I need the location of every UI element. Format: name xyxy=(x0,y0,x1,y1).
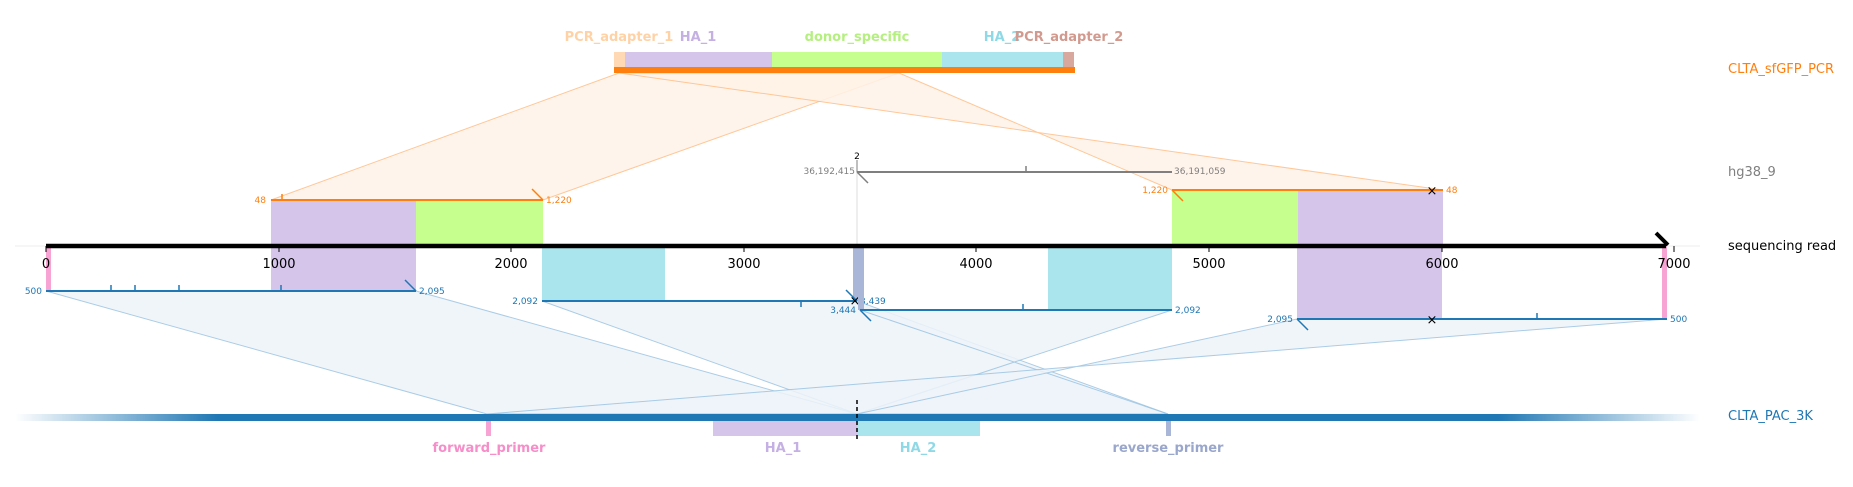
plasmid-1-end-label: 2,095 xyxy=(419,287,445,297)
pcr-alignment-left: 48 1,220 xyxy=(255,188,572,246)
read-tick-label-3000: 3000 xyxy=(727,257,760,272)
pcr-left-end-label: 1,220 xyxy=(546,196,572,206)
plasmid-alignment-4: × 2,095 500 xyxy=(1267,246,1687,331)
read-axis: 0 1000 2000 3000 4000 5000 6000 7000 xyxy=(15,231,1700,272)
plasmid-alignment-3: 3,444 2,092 xyxy=(830,246,1201,322)
plasmid-2-end-label: 3,439 xyxy=(860,297,886,307)
pcr-right-donor-block xyxy=(1172,190,1298,246)
plasmid-ha2-segment xyxy=(857,420,980,436)
pcr-label-donor: donor_specific xyxy=(805,30,910,45)
track-label-genome: hg38_9 xyxy=(1728,165,1776,180)
plasmid-forward-primer-segment xyxy=(486,420,491,436)
plasmid-label-forward-primer: forward_primer xyxy=(433,441,547,456)
pcr-right-start-hook xyxy=(1171,189,1184,202)
plasmid-label-ha2: HA_2 xyxy=(900,441,937,456)
pcr-left-ha1-block xyxy=(271,200,416,246)
read-tick-label-0: 0 xyxy=(42,257,50,272)
plasmid-2-start-label: 2,092 xyxy=(512,297,538,307)
pcr-left-start-label: 48 xyxy=(255,196,267,206)
pcr-ha1-segment xyxy=(625,52,772,68)
plasmid-4-start-label: 2,095 xyxy=(1267,315,1293,325)
plasmid-track: forward_primer HA_1 HA_2 reverse_primer xyxy=(15,400,1700,456)
plasmid-label-ha1: HA_1 xyxy=(765,441,802,456)
pcr-right-end-label: 48 xyxy=(1446,186,1458,196)
pcr-donor-segment xyxy=(772,52,942,68)
read-tick-label-2000: 2000 xyxy=(494,257,527,272)
pcr-right-x-mark: × xyxy=(1427,184,1438,199)
plasmid-1-primer-block xyxy=(46,246,51,291)
plasmid-ha1-segment xyxy=(713,420,857,436)
read-tick-label-5000: 5000 xyxy=(1192,257,1225,272)
plasmid-reverse-primer-segment xyxy=(1166,420,1171,436)
plasmid-1-start-label: 500 xyxy=(25,287,42,297)
pcr-right-ha1-block xyxy=(1298,190,1443,246)
genome-marker-label: 2 xyxy=(854,152,860,162)
plasmid-4-start-hook xyxy=(1296,318,1309,331)
plasmid-1-end-hook xyxy=(404,279,417,292)
pcr-label-adapter-2: PCR_adapter_2 xyxy=(1015,30,1124,45)
plasmid-3-start-label: 3,444 xyxy=(830,306,856,316)
plasmid-3-start-hook xyxy=(859,309,872,322)
plasmid-2-x-mark: × xyxy=(850,294,861,309)
plasmid-3-end-label: 2,092 xyxy=(1175,306,1201,316)
read-tick-label-1000: 1000 xyxy=(262,257,295,272)
pcr-label-ha1: HA_1 xyxy=(680,30,717,45)
plasmid-4-primer-block xyxy=(1662,246,1667,319)
track-label-pcr: CLTA_sfGFP_PCR xyxy=(1728,62,1834,77)
genome-start-label: 36,192,415 xyxy=(803,167,855,177)
genome-end-label: 36,191,059 xyxy=(1174,167,1226,177)
read-axis-arrow xyxy=(1654,231,1670,247)
pcr-left-donor-block xyxy=(416,200,543,246)
read-tick-label-7000: 7000 xyxy=(1657,257,1690,272)
genome-start-hook xyxy=(856,171,869,184)
pcr-adapter-1-segment xyxy=(614,52,625,68)
track-label-read: sequencing read xyxy=(1728,239,1836,254)
plasmid-4-end-label: 500 xyxy=(1670,315,1687,325)
plasmid-alignment-1: 500 2,095 xyxy=(25,246,445,297)
pcr-track: PCR_adapter_1 HA_1 donor_specific HA_2 P… xyxy=(565,30,1124,73)
plasmid-3-ha2-block xyxy=(1048,246,1172,310)
pcr-label-ha2: HA_2 xyxy=(984,30,1021,45)
genome-alignment: 2 36,192,415 36,191,059 xyxy=(803,152,1226,246)
read-tick-label-6000: 6000 xyxy=(1425,257,1458,272)
plasmid-2-end-hook xyxy=(845,289,858,302)
plasmid-2-dash-block xyxy=(853,246,860,301)
plasmid-2-ha2-block xyxy=(542,246,665,301)
plasmid-alignment-2: × 2,092 3,439 xyxy=(512,246,886,309)
plasmid-label-reverse-primer: reverse_primer xyxy=(1113,441,1225,456)
plasmid-3-dash-block xyxy=(858,246,864,310)
pcr-label-adapter-1: PCR_adapter_1 xyxy=(565,30,674,45)
pcr-alignment-right: × 1,220 48 xyxy=(1142,184,1458,246)
read-axis-ticks xyxy=(45,246,1675,252)
pcr-backbone xyxy=(614,67,1075,73)
plasmid-4-ha1-block xyxy=(1297,246,1442,319)
track-label-plasmid: CLTA_PAC_3K xyxy=(1728,409,1813,424)
pcr-right-start-label: 1,220 xyxy=(1142,186,1168,196)
pcr-ha2-segment xyxy=(942,52,1063,68)
read-tick-label-4000: 4000 xyxy=(959,257,992,272)
pcr-left-end-hook xyxy=(531,188,544,201)
pcr-adapter-2-segment xyxy=(1063,52,1074,68)
plasmid-4-x-mark: × xyxy=(1427,313,1438,328)
plasmid-1-ha1-block xyxy=(271,246,416,291)
